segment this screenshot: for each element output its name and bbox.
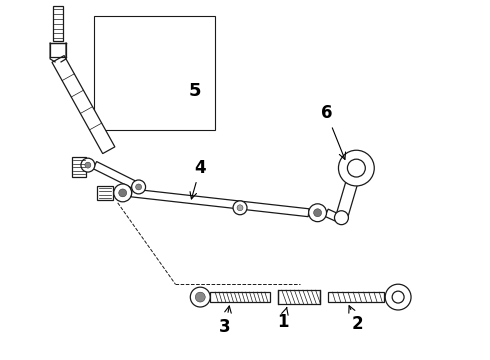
Circle shape	[119, 189, 127, 197]
Circle shape	[335, 211, 348, 225]
Text: 6: 6	[321, 104, 345, 159]
Circle shape	[190, 287, 210, 307]
Circle shape	[132, 180, 146, 194]
Polygon shape	[336, 182, 357, 219]
Bar	[97, 186, 113, 200]
Circle shape	[196, 292, 205, 302]
Polygon shape	[210, 292, 270, 302]
Text: 1: 1	[277, 307, 289, 331]
Bar	[72, 157, 86, 177]
Circle shape	[237, 205, 243, 211]
Polygon shape	[325, 209, 339, 221]
Polygon shape	[327, 292, 384, 302]
Circle shape	[385, 284, 411, 310]
Polygon shape	[52, 55, 115, 154]
Text: 4: 4	[190, 159, 206, 199]
Polygon shape	[93, 162, 141, 190]
Circle shape	[85, 162, 91, 168]
Circle shape	[347, 159, 366, 177]
Polygon shape	[131, 189, 309, 217]
Polygon shape	[50, 43, 66, 57]
Text: 2: 2	[349, 306, 363, 333]
Circle shape	[233, 201, 247, 215]
Circle shape	[314, 209, 321, 217]
Circle shape	[339, 150, 374, 186]
Text: 5: 5	[189, 82, 201, 100]
Text: 3: 3	[220, 306, 231, 336]
Circle shape	[114, 184, 132, 202]
Circle shape	[309, 204, 326, 222]
Circle shape	[81, 158, 95, 172]
Polygon shape	[278, 290, 319, 304]
Circle shape	[136, 184, 142, 190]
Polygon shape	[53, 6, 63, 41]
Circle shape	[392, 291, 404, 303]
